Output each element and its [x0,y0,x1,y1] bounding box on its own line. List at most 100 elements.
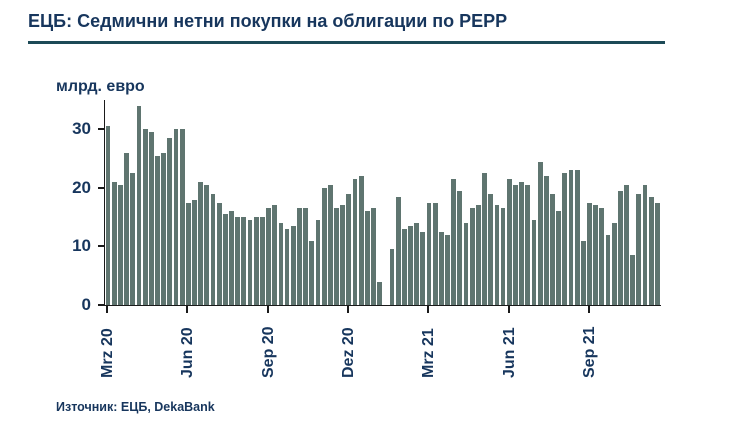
x-tick-label: Dez 20 [340,327,358,378]
y-tick-mark [98,245,104,248]
x-tick-mark [266,306,269,313]
bar [550,193,555,305]
bar [482,173,487,305]
x-tick-label: Mrz 20 [99,328,117,378]
bar [513,184,518,305]
x-axis: Mrz 20 Jun 20 Sep 20 Dez 20 Mrz 21 Jun 21 Sep … [99,306,660,384]
y-tick-mark [98,128,104,131]
y-tick-label: 20 [72,177,91,197]
bar [543,176,549,305]
bar [414,223,420,305]
bar [358,176,364,305]
x-tick-mark [507,306,510,313]
x-tick-mark [186,306,189,313]
bar [216,202,222,305]
bar [648,196,654,305]
bar [469,208,475,305]
bar [599,208,605,305]
bar [179,129,185,305]
bar [438,231,444,305]
bar [241,217,247,305]
x-tick-mark [427,306,430,313]
bar [556,211,562,305]
bar [235,217,241,305]
bar [451,179,457,305]
bar [580,240,586,305]
bar [284,228,290,305]
page-title: ЕЦБ: Седмични нетни покупки на облигации… [28,11,508,31]
bar [290,225,296,305]
bar [642,184,648,305]
x-tick-label: Sep 20 [259,326,277,378]
bar [488,193,494,305]
bar [506,179,512,305]
y-tick-label: 10 [72,236,91,256]
bar [142,129,148,305]
bar [192,199,197,305]
y-tick-label: 30 [72,119,91,139]
bar [210,193,216,305]
bar [494,205,500,305]
bar [136,105,142,305]
bar [247,220,253,305]
x-tick-label: Mrz 21 [420,328,438,378]
bar [617,190,623,305]
bar [309,240,315,305]
bar [654,202,660,305]
bar [148,132,154,305]
y-axis: 0 10 20 30 [0,100,104,314]
plot-area [104,100,661,306]
bar [593,205,599,305]
bar [364,211,370,305]
bar [445,234,450,305]
bar [272,205,278,305]
bar [463,223,469,305]
bar [395,196,401,305]
bar [574,170,580,305]
bar [531,220,537,305]
bar [161,152,167,305]
bar [167,138,173,305]
title-divider [28,41,665,44]
bar [605,234,611,305]
bar [340,205,346,305]
x-tick-mark [587,306,590,313]
source-note: Източник: ЕЦБ, DekaBank [56,400,215,414]
bar [118,184,123,305]
bar [198,182,204,305]
bar [519,182,524,305]
bar [389,249,395,305]
bar [315,220,321,305]
bar [420,231,426,305]
x-tick-label: Jun 20 [179,327,197,378]
y-tick-mark [98,186,104,189]
bar [204,184,210,305]
x-tick-label: Jun 21 [500,327,518,378]
bar [457,190,463,305]
bar [334,208,339,305]
bar [222,214,228,305]
bar [476,205,481,305]
bar [525,184,531,305]
x-tick-mark [347,306,350,313]
bar [562,173,568,305]
bar [105,126,111,305]
bar [500,208,506,305]
y-axis-title: млрд. евро [56,78,145,95]
bar [266,208,271,305]
bar [537,161,543,305]
bar [229,211,234,305]
bar [185,202,191,305]
bar [111,182,117,305]
bar [568,170,574,305]
bar [130,173,136,305]
bar [401,228,407,305]
x-tick-label: Sep 21 [580,326,598,378]
bar [321,187,327,305]
bar [432,202,438,305]
bar [297,208,302,305]
bar [303,208,308,305]
bar [426,202,432,305]
bar [636,193,642,305]
bar [173,129,179,305]
